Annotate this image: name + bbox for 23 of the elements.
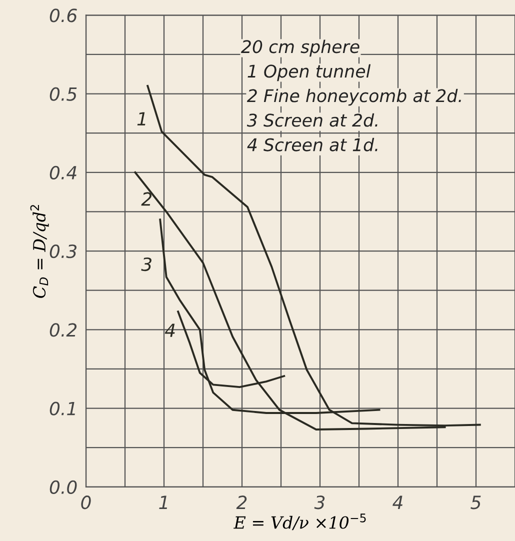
series-label: 2 xyxy=(141,192,152,206)
annotation: 4 Screen at 1d. xyxy=(247,138,378,152)
x-tick-label: 2 xyxy=(236,496,247,509)
x-axis-title: E = Vd/ν ×10$^{−5}$ xyxy=(234,514,366,530)
y-axis-title: C$_{D}$ = D/qd$^{2}$ xyxy=(30,205,49,298)
y-tick-label: 0.6 xyxy=(50,8,77,22)
annotation: 3 Screen at 2d. xyxy=(246,113,378,127)
series-label: 3 xyxy=(141,257,152,272)
annotation: 20 cm sphere xyxy=(240,40,360,57)
annotation: 2 Fine honeycomb at 2d. xyxy=(246,88,461,106)
x-tick-label: 4 xyxy=(392,496,402,509)
y-tick-label: 0.4 xyxy=(50,166,76,180)
x-tick-label: 0 xyxy=(81,496,91,510)
series-label: 1 xyxy=(137,112,146,126)
x-tick-label: 5 xyxy=(470,496,481,510)
annotation: 1 Open tunnel xyxy=(248,64,371,82)
y-tick-label: 0.5 xyxy=(50,87,77,101)
y-tick-label: 0.2 xyxy=(50,323,77,337)
x-tick-label: 3 xyxy=(314,496,325,510)
y-tick-label: 0.1 xyxy=(50,402,75,416)
y-tick-label: 0.0 xyxy=(50,480,77,494)
y-tick-label: 0.3 xyxy=(50,244,77,258)
x-tick-label: 1 xyxy=(159,496,168,509)
